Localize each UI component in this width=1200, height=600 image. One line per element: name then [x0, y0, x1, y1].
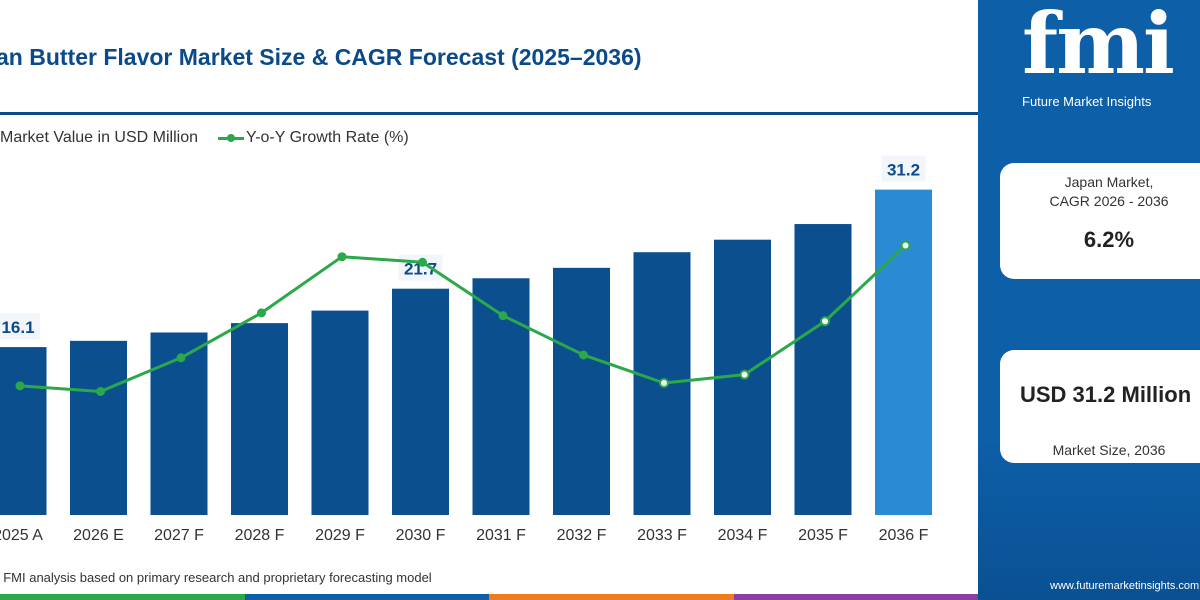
x-tick-label: 2035 F	[798, 527, 848, 544]
strip-blue	[244, 594, 489, 600]
strip-green	[0, 594, 245, 600]
market-size-card: USD 31.2 Million Market Size, 2036	[1000, 350, 1200, 463]
data-label: 31.2	[887, 161, 920, 180]
growth-point	[900, 240, 911, 251]
logo-subtitle: Future Market Insights	[1022, 94, 1152, 109]
cagr-label-line2: CAGR 2026 - 2036	[1049, 193, 1169, 209]
growth-point	[579, 350, 588, 360]
bar-1	[70, 340, 127, 515]
fmi-logo: fmi	[1022, 0, 1175, 93]
x-tick-label: 2028 F	[235, 527, 285, 544]
bar-7	[553, 267, 610, 515]
market-size-label: Market Size, 2036	[1052, 442, 1166, 458]
growth-point	[15, 381, 25, 391]
sidebar: fmi Future Market Insights Japan Market,…	[978, 0, 1200, 600]
market-size-value: USD 31.2 Million	[1020, 382, 1192, 407]
data-label-bg	[881, 155, 926, 182]
bar-10	[794, 224, 852, 515]
bar-4	[311, 310, 369, 515]
data-label: 16.1	[1, 318, 34, 337]
x-tick-label: 2030 F	[396, 527, 446, 544]
growth-point	[257, 308, 266, 318]
strip-orange	[489, 594, 734, 600]
legend-bar-label: Market Value in USD Million	[0, 129, 198, 146]
legend-line-label: Y-o-Y Growth Rate (%)	[246, 129, 409, 146]
chart-panel: an Butter Flavor Market Size & CAGR Fore…	[0, 44, 978, 600]
cagr-card: Japan Market, CAGR 2026 - 2036 6.2%	[1000, 163, 1200, 279]
growth-point	[739, 369, 750, 380]
growth-line	[19, 244, 907, 393]
x-tick-label: 2032 F	[557, 527, 607, 544]
x-tick-label: 2026 E	[73, 527, 124, 544]
x-tick-label: 2027 F	[154, 527, 204, 544]
chart-legend: Market Value in USD Million Y-o-Y Growth…	[0, 128, 409, 148]
x-tick-label: 2033 F	[637, 527, 687, 544]
bar-3	[231, 323, 288, 515]
bar-11	[875, 189, 932, 515]
bar-5	[392, 288, 449, 515]
x-tick-label: 2031 F	[476, 527, 526, 544]
growth-point	[659, 378, 669, 389]
growth-point	[96, 386, 105, 396]
growth-point	[498, 311, 508, 321]
cagr-label: Japan Market, CAGR 2026 - 2036	[1000, 173, 1200, 211]
strip-purple	[733, 594, 978, 600]
color-strip	[0, 594, 978, 600]
x-tick-label: 2025 A	[0, 527, 43, 544]
sidebar-pattern	[978, 440, 1200, 600]
cagr-label-line1: Japan Market,	[1064, 174, 1154, 190]
growth-point	[176, 353, 186, 363]
source-note: : FMI analysis based on primary research…	[0, 570, 432, 585]
x-tick-label: 2029 F	[315, 527, 365, 544]
growth-point	[337, 252, 347, 262]
data-label: 21.7	[404, 260, 437, 279]
bar-0	[0, 347, 47, 515]
x-tick-label: 2036 F	[879, 527, 929, 544]
bar-2	[150, 332, 208, 515]
data-label-bg	[0, 313, 40, 340]
bar-line-chart: 2025 A 16.1 2026 E 2027 F 2028 F 2029 F 2030 F…	[0, 155, 932, 544]
legend-line-marker	[218, 133, 244, 142]
website-url: www.futuremarketinsights.com	[1050, 580, 1200, 592]
growth-point	[820, 316, 830, 327]
growth-point	[418, 257, 427, 267]
chart-title: an Butter Flavor Market Size & CAGR Fore…	[0, 44, 642, 70]
x-tick-label: 2034 F	[718, 527, 768, 544]
cagr-value: 6.2%	[1083, 227, 1135, 252]
title-divider	[0, 112, 978, 115]
